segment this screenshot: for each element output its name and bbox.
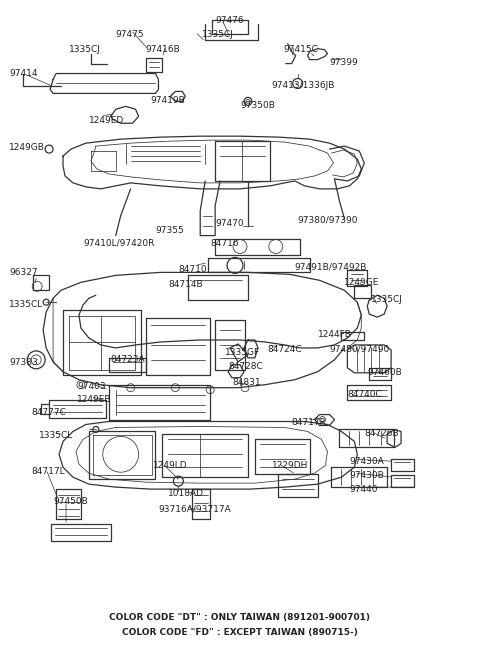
Text: 97440: 97440	[349, 485, 378, 494]
Text: 1335CJ: 1335CJ	[371, 295, 403, 304]
Text: 97414: 97414	[9, 69, 38, 77]
Text: 97413/1336JB: 97413/1336JB	[272, 81, 335, 91]
Text: 97480/97490: 97480/97490	[329, 345, 390, 354]
Text: 1249ED: 1249ED	[89, 116, 124, 125]
Text: 84710: 84710	[179, 265, 207, 274]
Text: 84728C: 84728C	[228, 362, 263, 371]
Text: 97475: 97475	[116, 30, 144, 39]
Text: 1249EB: 1249EB	[77, 394, 111, 404]
Text: COLOR CODE "FD" : EXCEPT TAIWAN (890715-): COLOR CODE "FD" : EXCEPT TAIWAN (890715-…	[122, 628, 358, 637]
Text: 84777C: 84777C	[31, 408, 66, 417]
Text: 84740C: 84740C	[348, 390, 382, 398]
Text: 97419B: 97419B	[151, 96, 185, 106]
Text: 84724C: 84724C	[268, 345, 302, 354]
Text: 84726B: 84726B	[364, 429, 399, 438]
Text: 97491B/97492B: 97491B/97492B	[295, 263, 367, 271]
Text: 1335CL: 1335CL	[9, 300, 44, 309]
Text: 97476: 97476	[215, 16, 244, 25]
Text: 97430B: 97430B	[349, 471, 384, 480]
Text: 84831: 84831	[232, 378, 261, 387]
Text: 97460B: 97460B	[367, 368, 402, 377]
Text: 1335CL: 1335CL	[39, 431, 73, 440]
Text: 1249GE: 1249GE	[344, 278, 380, 288]
Text: 84717R: 84717R	[292, 417, 326, 427]
Text: 97470: 97470	[215, 218, 244, 228]
Text: 84717L: 84717L	[31, 467, 65, 476]
Text: 1249LD: 1249LD	[153, 461, 187, 470]
Text: 1249GB: 1249GB	[9, 143, 45, 152]
Text: 1335CJ: 1335CJ	[69, 45, 101, 54]
Text: 1018AD: 1018AD	[168, 489, 204, 498]
Text: 1244FB: 1244FB	[318, 330, 351, 339]
Text: 84714B: 84714B	[168, 280, 203, 290]
Text: COLOR CODE "DT" : ONLY TAIWAN (891201-900701): COLOR CODE "DT" : ONLY TAIWAN (891201-90…	[109, 614, 371, 622]
Text: 97399: 97399	[329, 58, 358, 67]
Text: 84716: 84716	[210, 239, 239, 247]
Text: 1335GF: 1335GF	[225, 348, 260, 357]
Text: 97416B: 97416B	[145, 45, 180, 54]
Text: 97380/97390: 97380/97390	[298, 216, 358, 224]
Text: 97403: 97403	[77, 382, 106, 390]
Text: 97415C: 97415C	[284, 45, 319, 54]
Text: 97350B: 97350B	[240, 101, 275, 110]
Text: 97450B: 97450B	[53, 497, 88, 506]
Text: 93716A/93717A: 93716A/93717A	[158, 504, 231, 513]
Text: 1229DH: 1229DH	[272, 461, 308, 470]
Text: 97383: 97383	[9, 358, 38, 367]
Text: 97430A: 97430A	[349, 457, 384, 466]
Text: 84723A: 84723A	[111, 355, 145, 364]
Text: 1335CJ: 1335CJ	[202, 30, 234, 39]
Text: 97355: 97355	[156, 226, 184, 235]
Text: 97410L/97420R: 97410L/97420R	[83, 239, 154, 247]
Text: 96327: 96327	[9, 268, 38, 278]
